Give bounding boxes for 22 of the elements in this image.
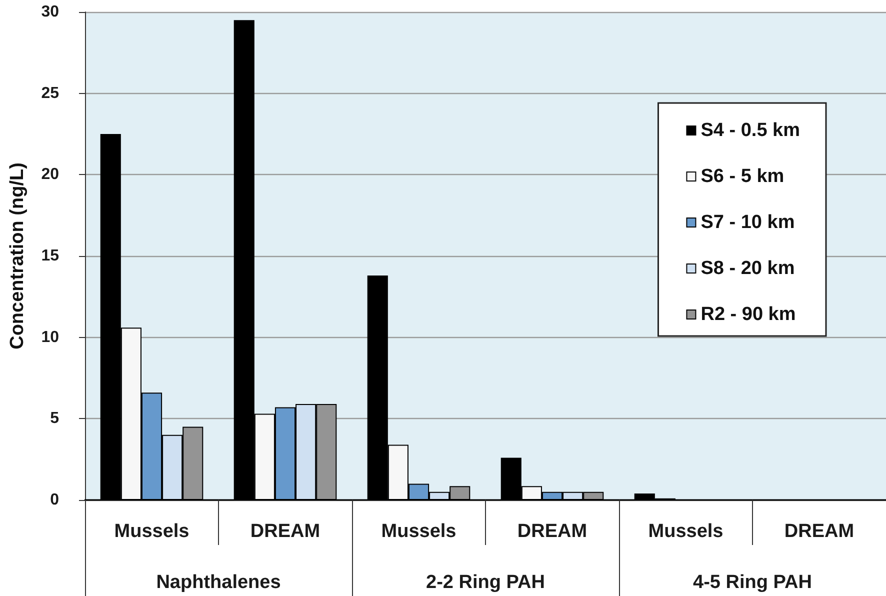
legend-label: R2 - 90 km (700, 304, 796, 325)
y-tick-label: 25 (41, 84, 60, 102)
x-tick-label: DREAM (517, 521, 588, 542)
legend-label: S6 - 5 km (700, 166, 784, 187)
x-tick-label: Mussels (114, 521, 190, 542)
y-tick-label: 30 (41, 4, 60, 20)
text: 4-5 Ring PAH (693, 572, 812, 593)
x-tick-label: Mussels (648, 521, 724, 542)
y-tick-label: 10 (41, 328, 60, 346)
legend-label: S7 - 10 km (700, 212, 795, 233)
legend-label: S8 - 20 km (700, 258, 795, 279)
x-tick-label: DREAM (784, 521, 854, 542)
y-tick-label: 0 (50, 492, 60, 508)
y-tick-label: 20 (41, 166, 60, 184)
text: 2-2 Ring PAH (426, 572, 545, 593)
y-axis-title: Concentration (ng/L) (7, 162, 28, 350)
x-tick-label: Mussels (381, 521, 456, 542)
y-tick-label: 15 (41, 248, 60, 264)
x-tick-label: DREAM (250, 521, 320, 542)
legend-label: S4 - 0.5 km (700, 120, 800, 141)
text: Naphthalenes (156, 572, 281, 593)
y-tick-label: 5 (50, 410, 60, 428)
